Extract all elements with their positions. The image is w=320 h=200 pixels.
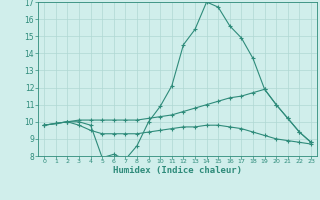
X-axis label: Humidex (Indice chaleur): Humidex (Indice chaleur) — [113, 166, 242, 175]
